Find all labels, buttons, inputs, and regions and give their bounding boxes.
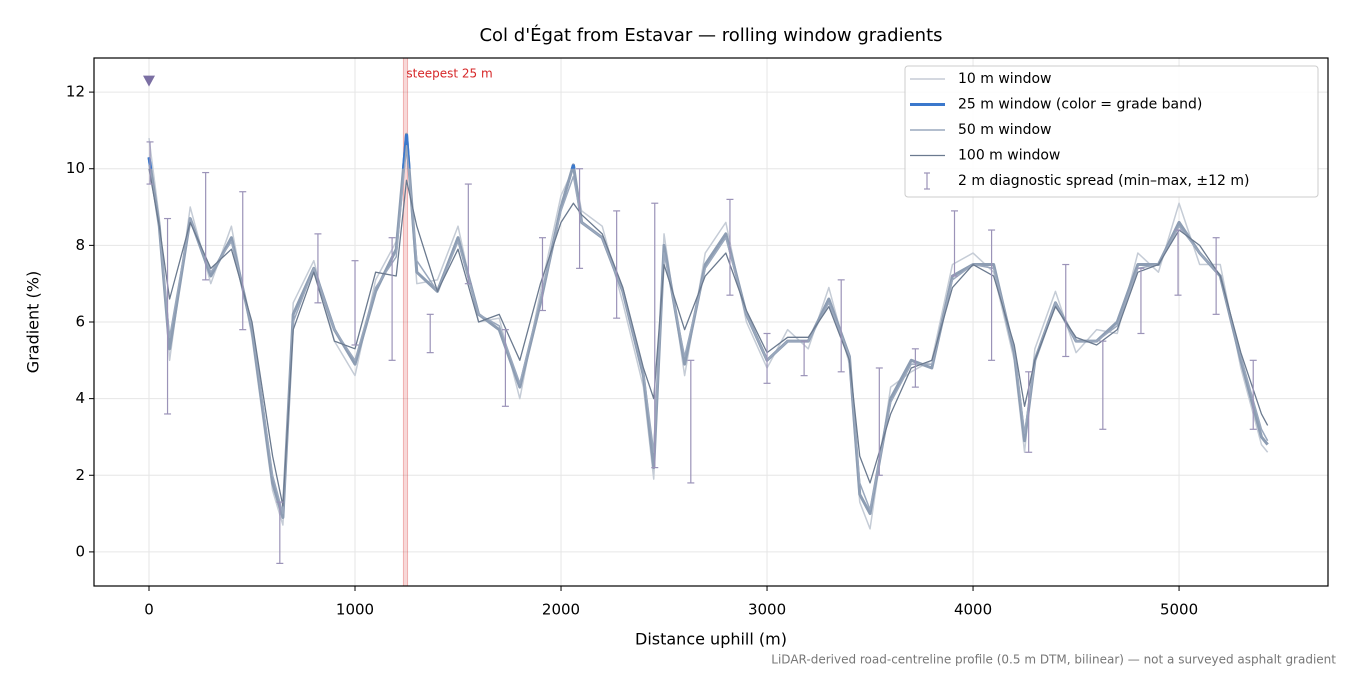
legend-label: 25 m window (color = grade band) (958, 97, 1202, 113)
error-bar (763, 332, 771, 384)
error-bar (726, 198, 734, 296)
series-line (148, 144, 1269, 515)
highlight-label: steepest 25 m (406, 67, 492, 81)
legend-box (904, 65, 1319, 198)
y-tick-label: 4 (75, 389, 85, 407)
error-bar (951, 210, 959, 277)
legend-label: 100 m window (958, 148, 1060, 164)
error-bar (613, 210, 621, 319)
y-tick-label: 10 (66, 159, 85, 177)
error-bar (911, 348, 919, 388)
error-bar (202, 171, 210, 281)
error-bar (239, 191, 247, 331)
legend-label: 50 m window (958, 122, 1051, 138)
error-bar (576, 168, 584, 269)
legend-label: 10 m window (958, 71, 1051, 87)
chart-title: Col d'Égat from Estavar — rolling window… (479, 24, 942, 46)
error-bar (988, 229, 996, 361)
x-tick-label: 4000 (954, 601, 992, 619)
plot (143, 75, 1269, 564)
error-bar (1099, 340, 1107, 430)
error-bar (314, 233, 322, 304)
y-tick-label: 8 (75, 236, 85, 254)
y-tick-label: 2 (75, 466, 85, 484)
error-bar (276, 501, 284, 564)
x-tick-label: 1000 (336, 601, 374, 619)
error-bar (800, 340, 808, 377)
footnote: LiDAR-derived road-centreline profile (0… (771, 653, 1336, 667)
error-bar (1137, 267, 1145, 335)
error-bar (1062, 263, 1070, 358)
error-bar (464, 183, 472, 285)
y-tick-label: 6 (75, 313, 85, 331)
x-tick-label: 2000 (542, 601, 580, 619)
error-bar (651, 202, 659, 469)
x-tick-label: 0 (144, 601, 154, 619)
error-bar (501, 329, 509, 407)
error-bar (426, 313, 434, 354)
x-tick-label: 3000 (748, 601, 786, 619)
y-axis-label: Gradient (%) (24, 271, 43, 373)
error-bar (687, 359, 695, 484)
legend-label: 2 m diagnostic spread (min–max, ±12 m) (958, 173, 1249, 189)
x-tick-label: 5000 (1160, 601, 1198, 619)
start-marker (143, 75, 156, 87)
error-bar (1249, 359, 1257, 430)
error-bar (538, 237, 546, 312)
error-bar (1025, 371, 1033, 453)
plot-frame (93, 57, 1329, 587)
error-bar (164, 217, 172, 415)
error-bar (875, 367, 883, 476)
error-bar (1174, 229, 1182, 296)
error-bar (1212, 237, 1220, 315)
error-bar (388, 237, 396, 361)
error-bar (351, 260, 359, 346)
y-tick-label: 12 (66, 83, 85, 101)
series-line (148, 168, 1269, 507)
x-axis-label: Distance uphill (m) (635, 630, 787, 649)
error-bar (837, 279, 845, 373)
error-bar (146, 141, 154, 185)
y-tick-label: 0 (75, 542, 85, 560)
legend-swatch (924, 172, 930, 190)
